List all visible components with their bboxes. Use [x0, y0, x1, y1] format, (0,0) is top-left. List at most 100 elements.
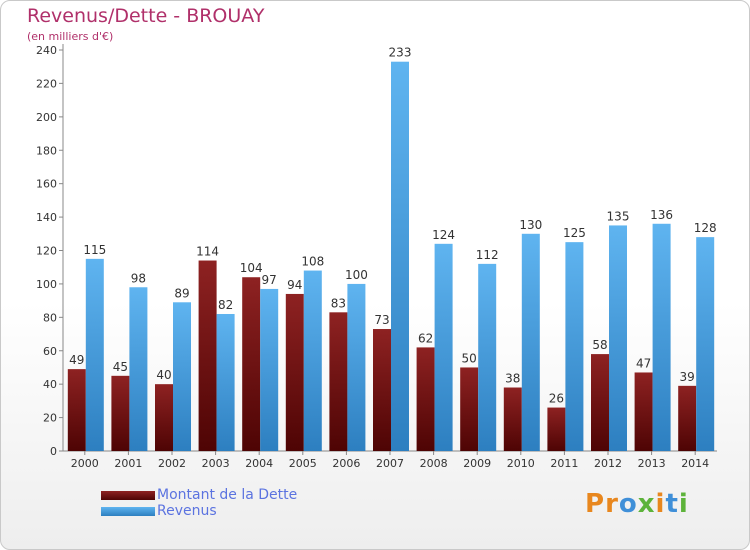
x-tick-label: 2005	[289, 457, 317, 470]
data-label-revenus: 128	[694, 221, 717, 235]
bar-dette	[503, 387, 522, 451]
bar-revenus	[609, 225, 627, 451]
x-tick-label: 2013	[638, 457, 666, 470]
x-tick-label: 2012	[594, 457, 622, 470]
y-tick-label: 240	[36, 44, 57, 57]
x-tick-label: 2001	[114, 457, 142, 470]
data-label-revenus: 136	[650, 208, 673, 222]
bar-revenus	[260, 288, 279, 451]
data-label-dette: 49	[69, 353, 84, 367]
bar-revenus	[434, 243, 453, 451]
bar-revenus	[652, 223, 671, 451]
x-tick-label: 2014	[681, 457, 709, 470]
bar-dette	[634, 372, 653, 451]
x-tick-label: 2003	[202, 457, 230, 470]
chart-subtitle: (en milliers d'€)	[27, 30, 114, 43]
bar-revenus	[216, 313, 235, 451]
x-tick-label: 2002	[158, 457, 186, 470]
bar-dette	[678, 385, 697, 451]
y-tick-label: 200	[36, 111, 57, 124]
y-tick-label: 160	[36, 178, 57, 191]
legend-label-revenus: Revenus	[157, 503, 217, 519]
bar-revenus	[129, 287, 148, 451]
bar-revenus	[173, 302, 191, 451]
bar-revenus	[347, 283, 366, 451]
bar-revenus	[696, 237, 715, 451]
data-label-revenus: 97	[262, 273, 277, 287]
data-label-dette: 114	[196, 245, 219, 259]
x-tick-label: 2006	[332, 457, 360, 470]
legend: Montant de la Dette Revenus	[101, 487, 297, 519]
bar-dette	[285, 293, 304, 451]
legend-label-dette: Montant de la Dette	[157, 487, 298, 503]
y-tick-label: 20	[43, 412, 57, 425]
y-tick-label: 60	[43, 345, 57, 358]
data-label-dette: 62	[418, 331, 433, 345]
data-label-revenus: 115	[83, 243, 106, 257]
bar-dette	[416, 347, 435, 451]
x-tick-label: 2000	[71, 457, 99, 470]
data-label-dette: 104	[240, 261, 263, 275]
legend-item-revenus: Revenus	[101, 503, 297, 519]
data-label-dette: 39	[680, 370, 695, 384]
chart-title: Revenus/Dette - BROUAY	[27, 5, 265, 27]
x-tick-label: 2008	[420, 457, 448, 470]
x-tick-label: 2004	[245, 457, 273, 470]
data-label-dette: 58	[592, 338, 607, 352]
data-label-revenus: 89	[174, 286, 189, 300]
bar-revenus	[391, 61, 409, 452]
y-tick-label: 100	[36, 278, 57, 291]
data-label-revenus: 100	[345, 268, 368, 282]
bar-dette	[155, 384, 173, 451]
data-label-revenus: 130	[519, 218, 542, 232]
legend-swatch-revenus	[101, 506, 155, 516]
y-tick-label: 40	[43, 378, 57, 391]
data-label-dette: 40	[156, 368, 171, 382]
bar-dette	[460, 367, 479, 451]
y-tick-label: 220	[36, 77, 57, 90]
data-label-dette: 26	[549, 392, 564, 406]
y-tick-label: 120	[36, 245, 57, 258]
data-label-dette: 47	[636, 356, 651, 370]
data-label-dette: 38	[505, 372, 520, 386]
bar-revenus	[303, 270, 322, 451]
bar-dette	[373, 329, 391, 451]
x-tick-label: 2009	[463, 457, 491, 470]
bar-dette	[591, 354, 609, 451]
bar-revenus	[565, 242, 584, 451]
data-label-revenus: 233	[389, 46, 412, 60]
bar-dette	[547, 407, 566, 451]
data-label-revenus: 135	[607, 209, 630, 223]
bar-dette	[111, 375, 130, 451]
bar-dette	[67, 369, 86, 451]
data-label-revenus: 108	[301, 255, 324, 269]
data-label-dette: 83	[331, 296, 346, 310]
x-tick-label: 2011	[550, 457, 578, 470]
data-label-revenus: 125	[563, 226, 586, 240]
proxiti-logo: Proxiti	[585, 489, 689, 519]
data-label-revenus: 82	[218, 298, 233, 312]
data-label-dette: 50	[462, 351, 477, 365]
y-tick-label: 0	[50, 445, 57, 458]
data-label-revenus: 112	[476, 248, 499, 262]
x-tick-label: 2010	[507, 457, 535, 470]
bar-revenus	[478, 263, 497, 451]
bar-dette	[242, 277, 261, 451]
bar-revenus	[85, 258, 104, 451]
data-label-dette: 94	[287, 278, 302, 292]
legend-swatch-dette	[101, 490, 155, 500]
bar-dette	[198, 260, 217, 451]
x-tick-label: 2007	[376, 457, 404, 470]
bar-dette	[329, 312, 348, 451]
data-label-revenus: 124	[432, 228, 455, 242]
bar-revenus	[521, 233, 540, 451]
legend-item-dette: Montant de la Dette	[101, 487, 297, 503]
y-tick-label: 140	[36, 211, 57, 224]
data-label-dette: 73	[374, 313, 389, 327]
y-tick-label: 80	[43, 311, 57, 324]
data-label-dette: 45	[113, 360, 128, 374]
y-tick-label: 180	[36, 144, 57, 157]
data-label-revenus: 98	[131, 271, 146, 285]
